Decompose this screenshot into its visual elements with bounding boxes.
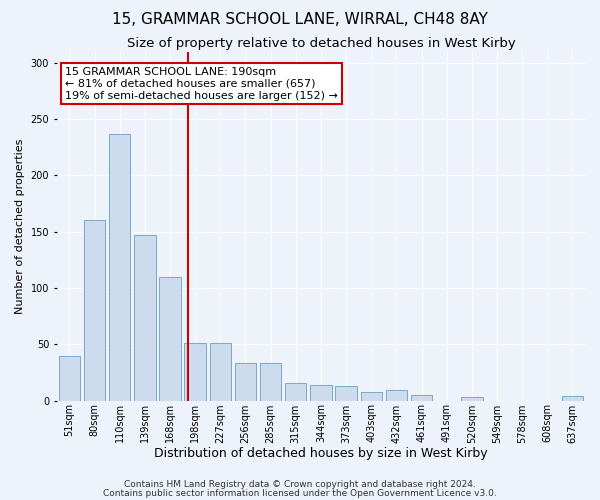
Bar — [310, 385, 332, 400]
Bar — [109, 134, 130, 400]
Bar — [235, 364, 256, 401]
Title: Size of property relative to detached houses in West Kirby: Size of property relative to detached ho… — [127, 38, 515, 51]
Bar — [411, 395, 432, 400]
Bar — [335, 386, 357, 400]
Bar — [285, 382, 307, 400]
Y-axis label: Number of detached properties: Number of detached properties — [15, 138, 25, 314]
Bar — [160, 277, 181, 400]
Text: 15 GRAMMAR SCHOOL LANE: 190sqm
← 81% of detached houses are smaller (657)
19% of: 15 GRAMMAR SCHOOL LANE: 190sqm ← 81% of … — [65, 68, 338, 100]
Bar — [84, 220, 105, 400]
Bar — [361, 392, 382, 400]
X-axis label: Distribution of detached houses by size in West Kirby: Distribution of detached houses by size … — [154, 447, 488, 460]
Bar — [134, 235, 155, 400]
Bar — [209, 343, 231, 400]
Bar — [184, 343, 206, 400]
Text: 15, GRAMMAR SCHOOL LANE, WIRRAL, CH48 8AY: 15, GRAMMAR SCHOOL LANE, WIRRAL, CH48 8A… — [112, 12, 488, 28]
Bar — [461, 397, 482, 400]
Text: Contains public sector information licensed under the Open Government Licence v3: Contains public sector information licen… — [103, 488, 497, 498]
Text: Contains HM Land Registry data © Crown copyright and database right 2024.: Contains HM Land Registry data © Crown c… — [124, 480, 476, 489]
Bar — [59, 356, 80, 401]
Bar — [260, 364, 281, 401]
Bar — [562, 396, 583, 400]
Bar — [386, 390, 407, 400]
